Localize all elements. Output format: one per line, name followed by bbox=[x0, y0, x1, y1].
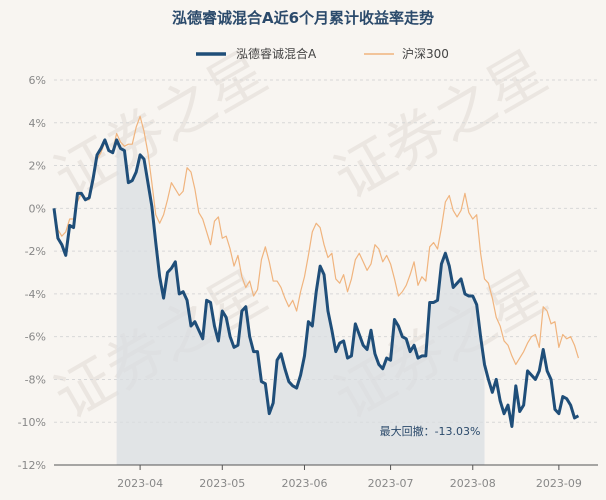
legend: 泓德睿诚混合A 沪深300 bbox=[196, 46, 449, 61]
drawdown-area bbox=[116, 139, 485, 465]
y-tick-label: 0% bbox=[29, 202, 46, 215]
max-drawdown-label: 最大回撤：-13.03% bbox=[380, 424, 481, 438]
legend-label-fund: 泓德睿诚混合A bbox=[236, 46, 317, 61]
y-tick-label: 6% bbox=[29, 74, 46, 87]
y-tick-label: -2% bbox=[25, 245, 46, 258]
y-tick-label: -4% bbox=[25, 288, 46, 301]
fund-line bbox=[52, 138, 580, 428]
x-tick-label: 2023-04 bbox=[117, 477, 163, 490]
x-tick-label: 2023-08 bbox=[450, 477, 496, 490]
y-tick-label: -12% bbox=[18, 459, 46, 472]
y-tick-label: -8% bbox=[25, 373, 46, 386]
watermark-text: 证券之星 bbox=[43, 37, 278, 212]
y-tick-label: -6% bbox=[25, 331, 46, 344]
watermark-text: 证券之星 bbox=[323, 37, 558, 212]
y-tick-label: 4% bbox=[29, 117, 46, 130]
x-tick-label: 2023-05 bbox=[199, 477, 245, 490]
index-line bbox=[53, 115, 580, 366]
legend-label-index: 沪深300 bbox=[402, 47, 449, 61]
plot-area: 6%4%2%0%-2%-4%-6%-8%-10%-12% 2023-04 2023… bbox=[18, 74, 598, 490]
x-tick-label: 2023-07 bbox=[368, 477, 414, 490]
chart-title: 泓德睿诚混合A近6个月累计收益率走势 bbox=[172, 9, 434, 27]
x-tick-label: 2023-09 bbox=[536, 477, 582, 490]
y-tick-label: -10% bbox=[18, 416, 46, 429]
x-axis-ticks: 2023-04 2023-05 2023-06 2023-07 2023-08 2023-… bbox=[117, 465, 582, 490]
y-tick-label: 2% bbox=[29, 160, 46, 173]
y-axis-ticks: 6% 4% 2% 0% -2% -4% -6% -8% -10% -12% bbox=[18, 74, 46, 472]
x-tick-label: 2023-06 bbox=[281, 477, 327, 490]
